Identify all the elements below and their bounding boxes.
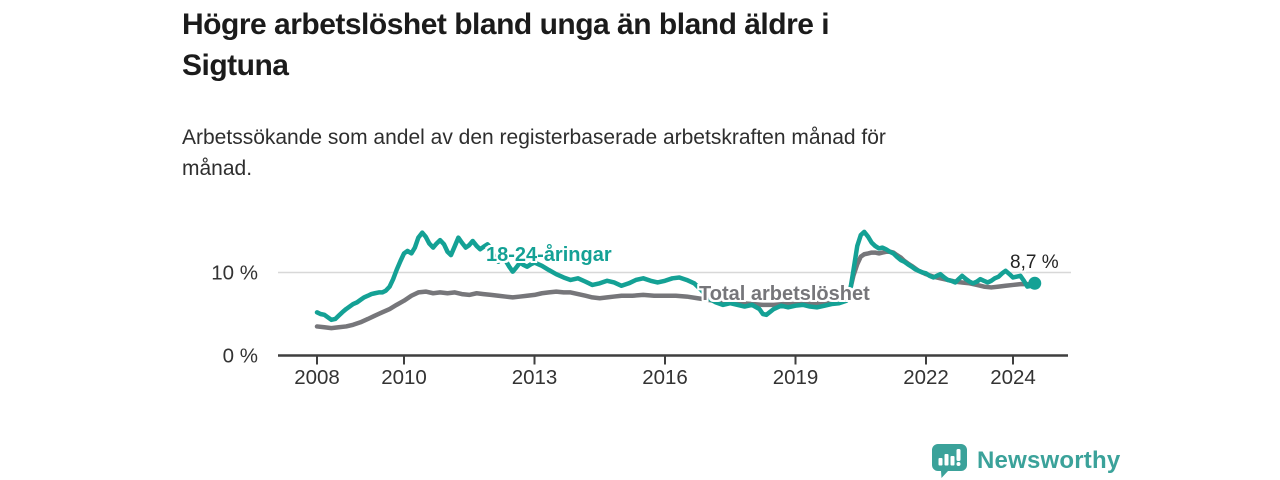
series-line-young [314, 229, 1037, 323]
x-tick-label-2019: 2019 [773, 366, 819, 389]
x-tick-label-2016: 2016 [642, 366, 688, 389]
x-tick-label-2022: 2022 [903, 366, 949, 389]
page-title-line-2: Sigtuna [182, 49, 289, 82]
x-tick-label-2010: 2010 [381, 366, 427, 389]
chart-subtitle-line-2: månad. [182, 157, 253, 180]
chart-subtitle-line-1: Arbetssökande som andel av den registerb… [182, 126, 886, 149]
series-line-total [314, 249, 1037, 331]
page-title: Högre arbetslöshet bland unga än bland ä… [182, 4, 830, 86]
x-tick-label-2024: 2024 [990, 366, 1036, 389]
series-label-young: 18-24-åringar [486, 244, 612, 266]
x-tick-label-2008: 2008 [294, 366, 340, 389]
brand-footer: Newsworthy [931, 443, 1120, 479]
y-tick-label-0: 0 % [223, 345, 258, 368]
y-tick-label-10: 10 % [211, 262, 258, 285]
chart-subtitle: Arbetssökande som andel av den registerb… [182, 122, 886, 184]
bar-chart-speech-bubble-icon [932, 444, 967, 478]
latest-value-annotation: 8,7 % [1010, 252, 1059, 273]
x-tick-label-2013: 2013 [512, 366, 558, 389]
page-title-line-1: Högre arbetslöshet bland unga än bland ä… [182, 8, 830, 41]
series-label-total: Total arbetslöshet [699, 283, 870, 305]
brand-name: Newsworthy [977, 447, 1121, 474]
latest-value-dot [1028, 276, 1042, 290]
